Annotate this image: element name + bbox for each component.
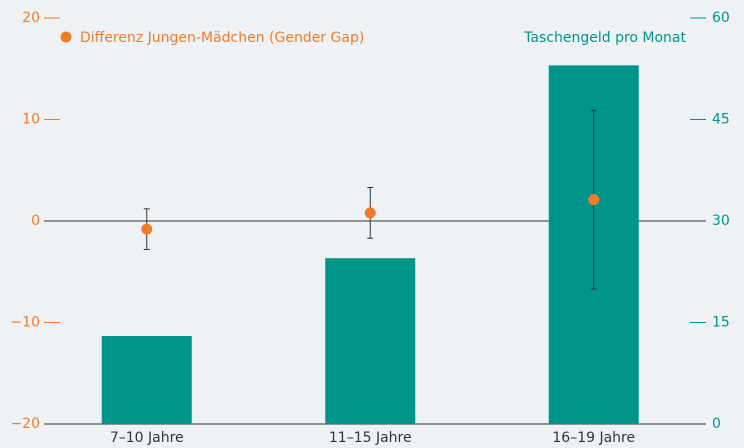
x-tick-label: 7–10 Jahre (110, 430, 184, 446)
y2-tick-label: 30 (712, 213, 730, 229)
x-tick-label: 11–15 Jahre (329, 430, 412, 446)
dot (364, 207, 376, 219)
y-tick-label: 10 (22, 112, 40, 128)
bar (325, 258, 416, 424)
y-tick-label: 0 (31, 213, 40, 229)
legend-label: Differenz Jungen-Mädchen (Gender Gap) (80, 30, 364, 46)
bar (101, 336, 192, 424)
y2-tick-label: 45 (712, 112, 730, 128)
y-tick-label: −20 (10, 416, 40, 432)
dot (141, 223, 153, 235)
y-tick-label: −10 (10, 315, 40, 331)
y2-tick-label: 0 (712, 416, 721, 432)
legend-marker (60, 31, 72, 43)
y2-tick-label: 15 (712, 315, 730, 331)
legend-label: Taschengeld pro Monat (523, 30, 686, 46)
dot (588, 194, 600, 206)
x-tick-label: 16–19 Jahre (552, 430, 635, 446)
y-tick-label: 20 (22, 10, 40, 26)
y2-tick-label: 60 (712, 10, 730, 26)
